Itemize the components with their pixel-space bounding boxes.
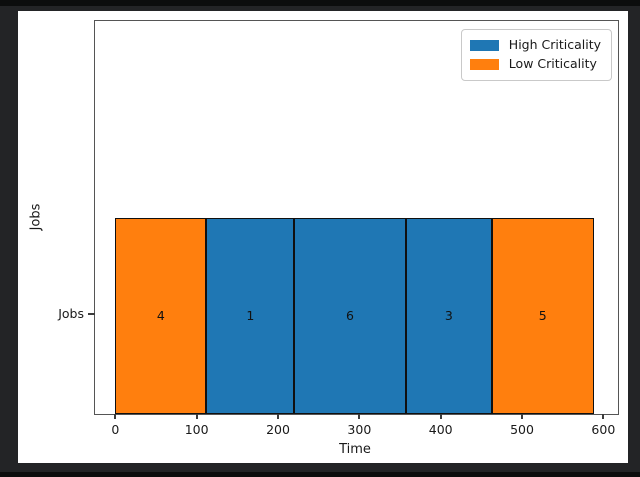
x-tick-label: 300 — [347, 422, 372, 437]
x-tick-mark — [277, 414, 279, 419]
gantt-segment-job-5: 5 — [491, 218, 594, 414]
y-tick-mark — [88, 313, 95, 315]
x-tick-mark — [358, 414, 361, 419]
gantt-bar-row: 4 1 6 3 5 — [95, 218, 618, 414]
legend-label: Low Criticality — [508, 56, 597, 72]
x-tick-label: 400 — [428, 422, 453, 437]
x-tick-label: 100 — [184, 422, 209, 437]
segment-job-id-label: 6 — [346, 307, 354, 323]
gantt-segment-job-1: 1 — [206, 218, 295, 414]
x-tick-label: 200 — [266, 422, 290, 437]
segment-job-id-label: 3 — [444, 307, 453, 323]
gantt-segment-job-4: 4 — [115, 218, 207, 414]
segment-job-id-label: 5 — [538, 307, 547, 323]
plot-area: 4 1 6 3 5 0 100 200 300 400 500 600 Jobs High Crit… — [58, 20, 619, 436]
y-axis-title: Jobs — [28, 203, 44, 231]
x-axis-title: Time — [339, 442, 371, 457]
y-tick-label: Jobs — [58, 305, 84, 321]
legend-label: High Criticality — [508, 37, 601, 53]
legend-swatch — [469, 59, 499, 70]
x-tick-mark — [439, 414, 442, 419]
x-tick-mark — [602, 414, 605, 419]
x-tick-label: 500 — [510, 422, 534, 437]
legend-swatch — [469, 40, 499, 51]
gantt-segment-job-3: 3 — [405, 218, 492, 414]
legend: High Criticality Low Criticality — [460, 29, 612, 81]
legend-entry: Low Criticality — [469, 55, 601, 74]
gantt-segment-job-6: 6 — [294, 218, 406, 414]
segment-job-id-label: 4 — [156, 307, 165, 323]
legend-entry: High Criticality — [469, 36, 601, 55]
x-tick-label: 600 — [591, 422, 616, 437]
x-tick-mark — [521, 414, 524, 419]
x-tick-label: 0 — [111, 422, 120, 437]
x-tick-mark — [195, 414, 198, 419]
matplotlib-figure: Jobs 4 1 6 3 5 0 100 200 300 400 500 600 Jobs High… — [18, 11, 628, 463]
segment-job-id-label: 1 — [246, 307, 255, 323]
x-tick-mark — [114, 414, 117, 419]
